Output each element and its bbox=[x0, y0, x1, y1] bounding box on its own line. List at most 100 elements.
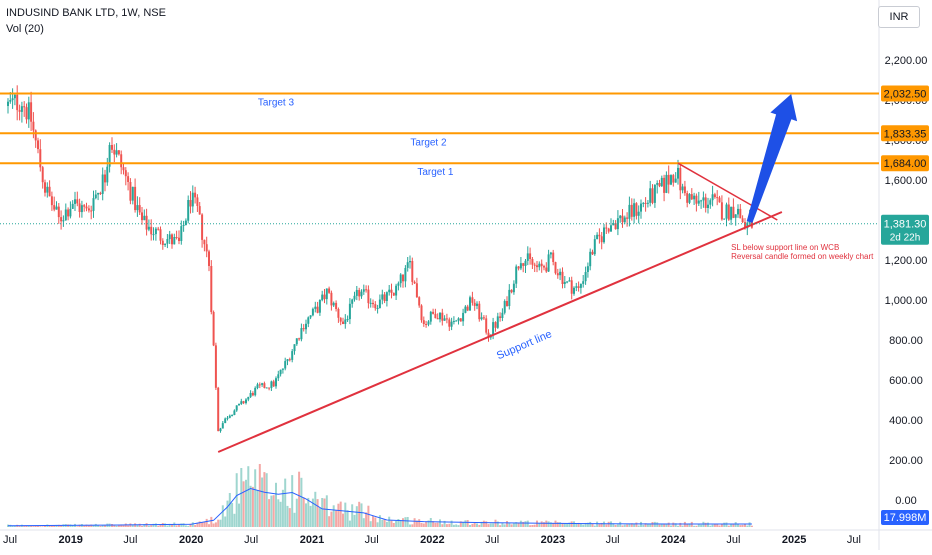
candle-body bbox=[376, 308, 379, 309]
candle-body bbox=[344, 319, 347, 324]
volume-bar bbox=[55, 524, 58, 527]
candle-body bbox=[208, 251, 210, 266]
support-trendline[interactable] bbox=[217, 211, 783, 453]
candle-body bbox=[415, 283, 418, 298]
candle-body bbox=[603, 227, 605, 243]
volume-bar bbox=[489, 523, 492, 527]
candle-body bbox=[314, 306, 317, 309]
volume-bar bbox=[85, 524, 88, 527]
candle-body bbox=[709, 200, 712, 205]
volume-bar bbox=[496, 521, 499, 527]
candle-body bbox=[388, 289, 391, 293]
candle-body bbox=[351, 299, 354, 304]
candle-body bbox=[707, 204, 709, 208]
candle-body bbox=[191, 192, 194, 207]
candle-body bbox=[584, 272, 587, 282]
volume-bar bbox=[104, 525, 106, 527]
candle-body bbox=[670, 175, 672, 185]
volume-bar bbox=[302, 497, 305, 527]
candle-body bbox=[614, 223, 617, 230]
volume-bar bbox=[226, 500, 229, 527]
candle-body bbox=[205, 244, 208, 252]
volume-bar bbox=[575, 523, 578, 527]
candle-body bbox=[251, 393, 254, 396]
volume-bar bbox=[362, 518, 365, 527]
volume-bar bbox=[667, 522, 670, 527]
volume-bar bbox=[688, 523, 691, 527]
volume-bar bbox=[60, 525, 63, 527]
candle-body bbox=[690, 194, 693, 200]
candle-body bbox=[739, 208, 742, 219]
volume-bar bbox=[725, 522, 728, 527]
candle-body bbox=[677, 167, 679, 179]
candle-body bbox=[667, 174, 670, 185]
candle-body bbox=[39, 149, 42, 168]
volume-bar bbox=[621, 525, 624, 527]
candle-body bbox=[478, 303, 481, 320]
volume-bar bbox=[378, 515, 381, 527]
volume-bar bbox=[586, 522, 589, 527]
candle-body bbox=[286, 359, 289, 362]
volume-indicator-legend[interactable]: Vol (20) bbox=[6, 23, 44, 35]
volume-bar bbox=[436, 522, 439, 527]
candle-body bbox=[499, 316, 502, 318]
candle-body bbox=[115, 150, 118, 155]
volume-value-badge bbox=[881, 510, 929, 525]
target-level-label: Target 1 bbox=[417, 167, 454, 178]
volume-bar bbox=[674, 523, 677, 527]
volume-bar bbox=[180, 523, 183, 527]
price-scale[interactable]: 2,200.002,000.001,800.001,600.001,400.00… bbox=[881, 55, 929, 525]
candle-body bbox=[730, 206, 733, 220]
volume-bar bbox=[512, 523, 515, 527]
volume-bar bbox=[730, 524, 733, 527]
candle-body bbox=[579, 283, 582, 288]
candle-body bbox=[704, 197, 707, 208]
volume-bar bbox=[429, 518, 432, 527]
candle-body bbox=[224, 418, 227, 424]
candle-body bbox=[718, 197, 721, 203]
volume-bar bbox=[563, 523, 566, 527]
candle-body bbox=[522, 263, 525, 266]
candle-body bbox=[154, 228, 157, 235]
candle-body bbox=[616, 218, 619, 230]
volume-bar bbox=[44, 525, 46, 527]
symbol-title[interactable]: INDUSIND BANK LTD, 1W, NSE bbox=[6, 7, 166, 19]
volume-bar bbox=[679, 522, 682, 527]
candle-body bbox=[141, 212, 143, 221]
candle-body bbox=[741, 218, 744, 223]
candle-body bbox=[441, 312, 444, 321]
volume-bar bbox=[589, 521, 592, 527]
volume-bar bbox=[737, 523, 739, 527]
volume-bar bbox=[649, 523, 652, 527]
candle-body bbox=[693, 195, 696, 200]
volume-bar bbox=[210, 516, 213, 527]
candle-body bbox=[305, 323, 307, 330]
candle-body bbox=[76, 199, 79, 204]
candle-body bbox=[466, 306, 469, 311]
resistance-trendline[interactable] bbox=[677, 162, 778, 221]
volume-bar bbox=[596, 521, 599, 527]
currency-button[interactable]: INR bbox=[878, 6, 920, 28]
volume-bar bbox=[547, 521, 550, 527]
target-arrow[interactable] bbox=[746, 94, 798, 223]
volume-bar bbox=[600, 522, 603, 527]
volume-bar bbox=[709, 525, 712, 527]
time-tick-label: Jul bbox=[726, 534, 740, 546]
candle-body bbox=[335, 302, 338, 309]
volume-bar bbox=[279, 501, 282, 527]
volume-bar bbox=[374, 517, 377, 527]
candle-body bbox=[457, 318, 460, 321]
volume-bar bbox=[697, 524, 700, 527]
candle-body bbox=[464, 306, 467, 313]
candle-body bbox=[605, 227, 608, 229]
candle-body bbox=[732, 206, 735, 218]
candle-body bbox=[413, 281, 416, 284]
time-scale[interactable]: Jul 2019 Jul 2020 Jul 2021 Jul 2022 Jul 2023 Jul 20… bbox=[3, 534, 861, 546]
candle-body bbox=[355, 290, 358, 296]
candle-body bbox=[7, 101, 9, 106]
volume-bar bbox=[517, 522, 520, 527]
volume-bar bbox=[482, 520, 485, 527]
volume-bar bbox=[686, 523, 689, 527]
